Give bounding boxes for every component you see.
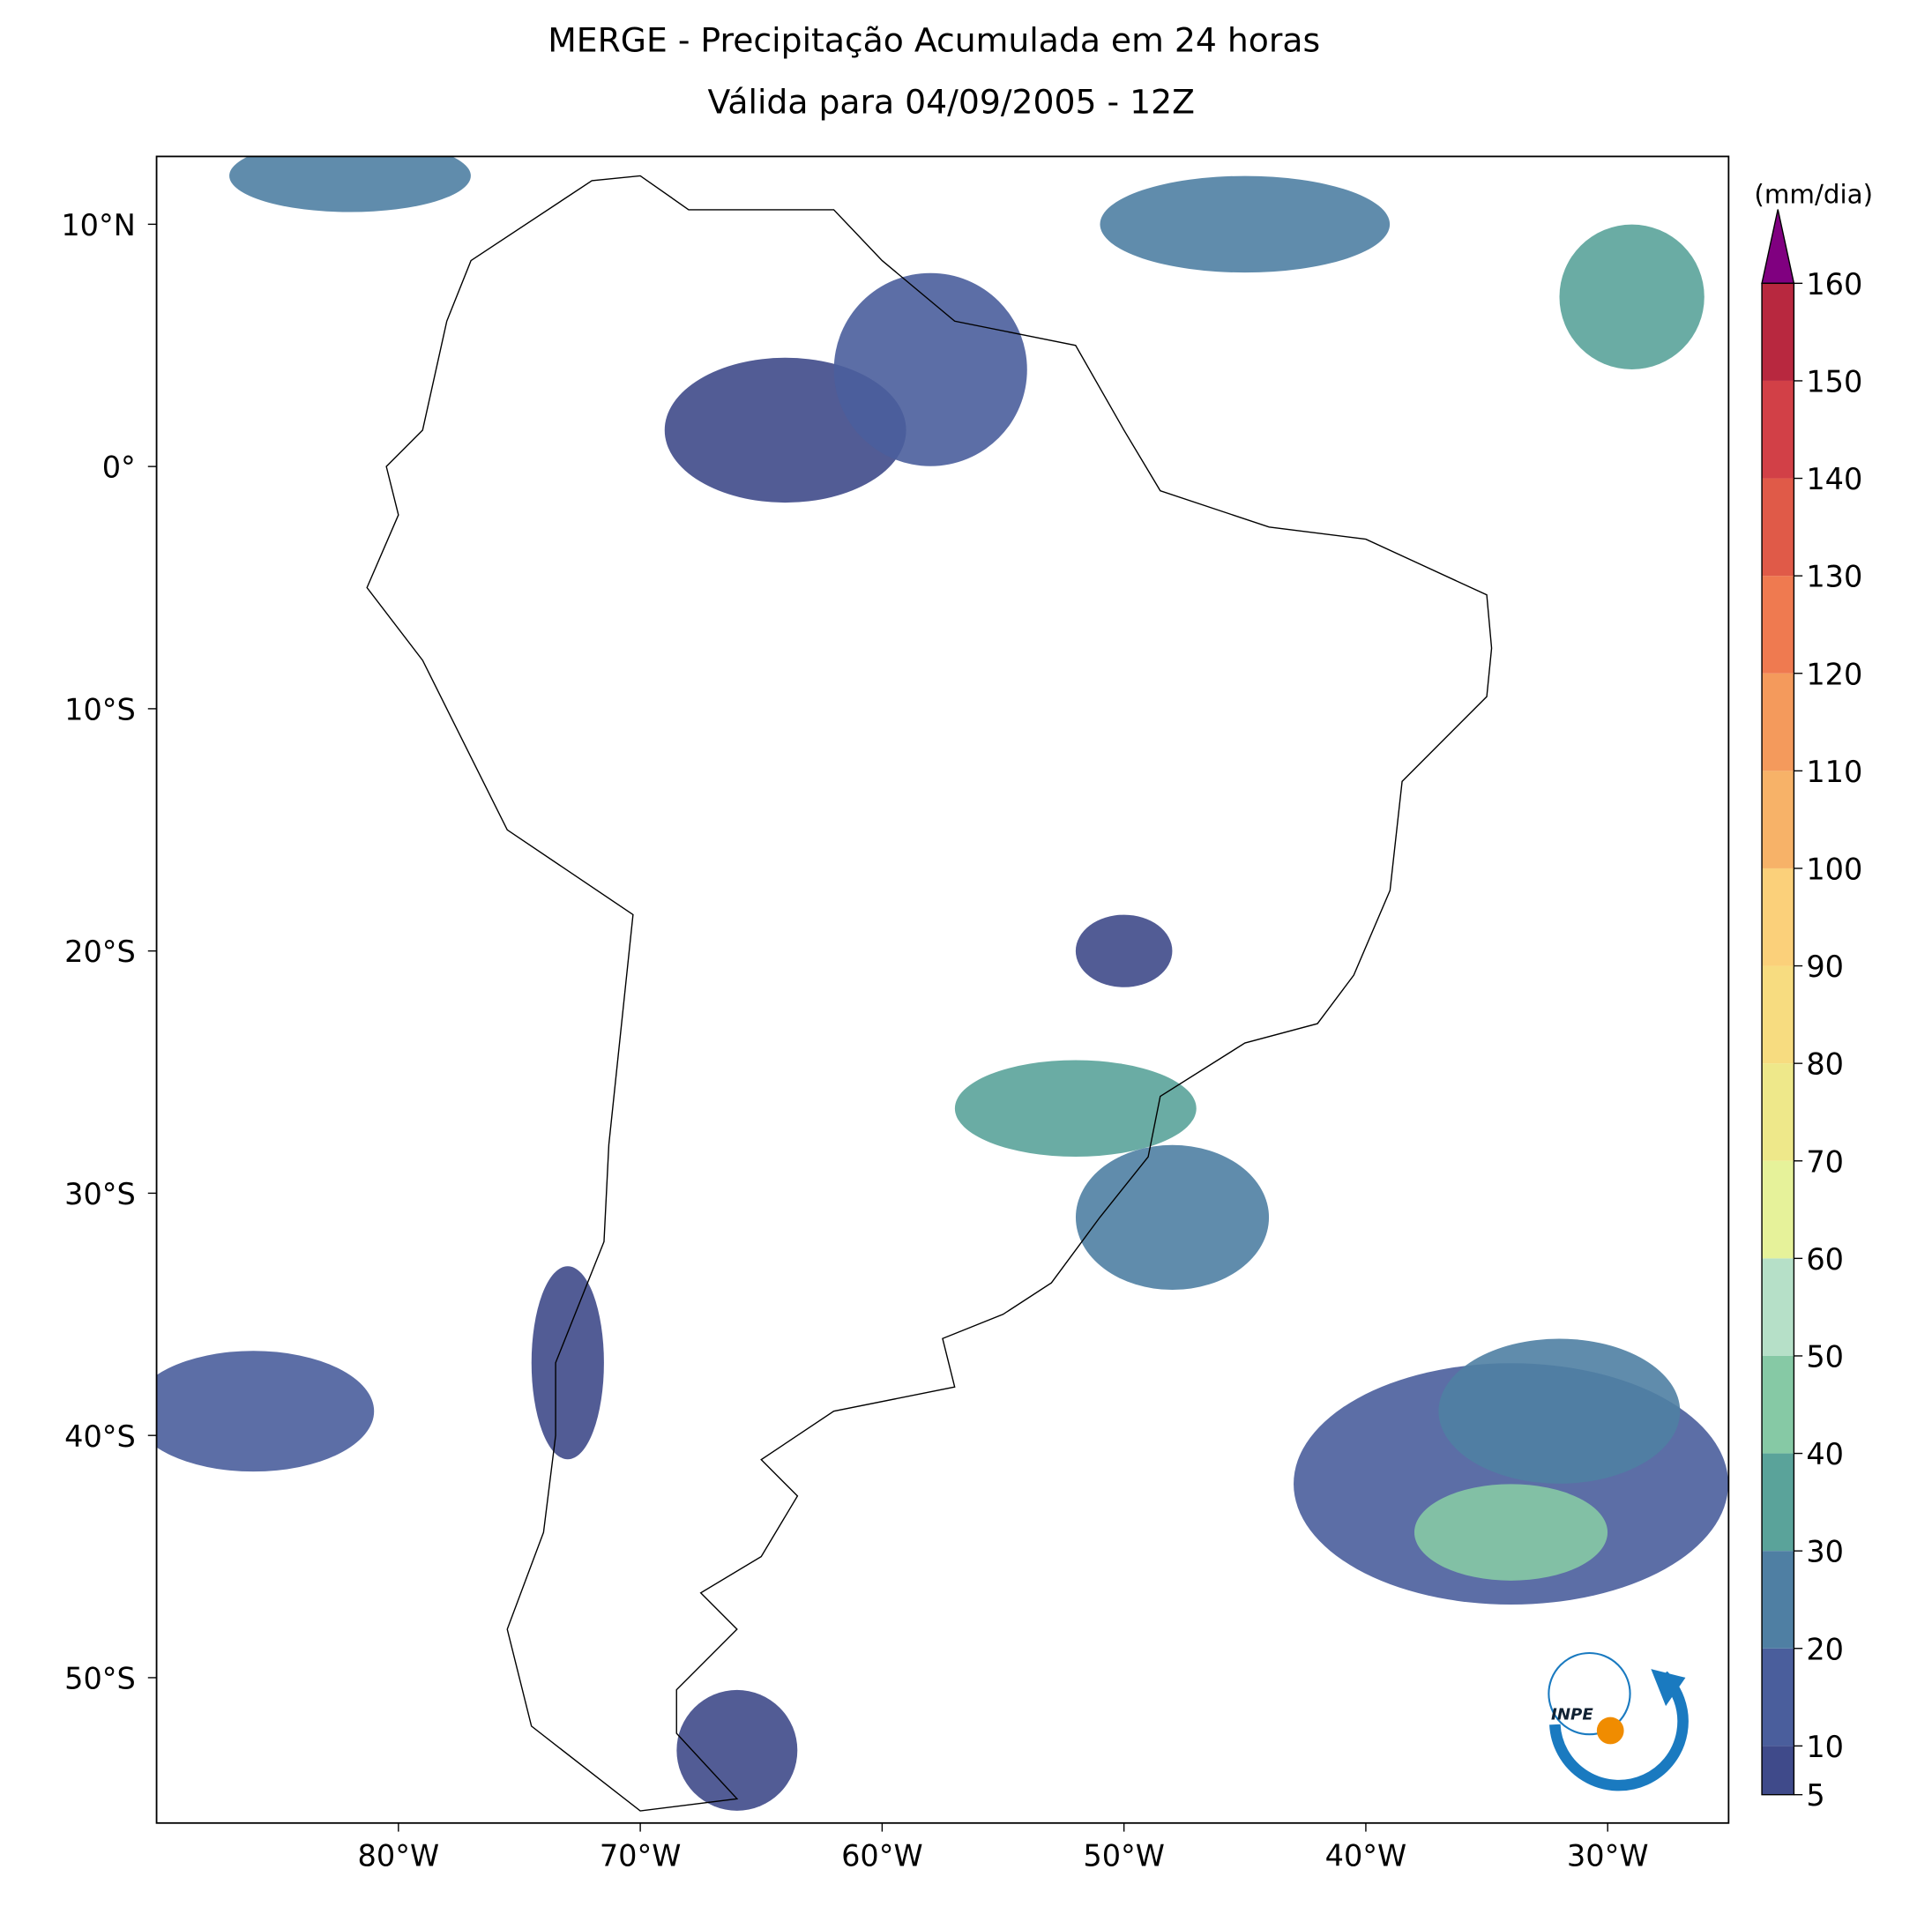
colorbar-band <box>1762 1648 1794 1746</box>
colorbar-band <box>1762 576 1794 674</box>
y-tick-label: 10°S <box>64 692 136 726</box>
colorbar-band <box>1762 771 1794 868</box>
colorbar-band <box>1762 1746 1794 1795</box>
precip-area <box>1414 1484 1608 1581</box>
precip-area <box>833 272 1027 466</box>
colorbar: 5 10 20 30 40 50 60 70 80 90 100 110 120 130 140 150 160 <box>1761 209 1862 1813</box>
coastline <box>366 175 1493 1812</box>
precip-area <box>1438 1338 1681 1484</box>
precip-area <box>229 156 471 212</box>
colorbar-band <box>1762 1551 1794 1649</box>
colorbar-tick-label: 5 <box>1806 1778 1824 1813</box>
colorbar-band <box>1762 478 1794 577</box>
precip-area <box>1075 1144 1270 1291</box>
colorbar-tick-label: 130 <box>1806 560 1862 594</box>
colorbar-tick-label: 140 <box>1806 462 1862 496</box>
colorbar-tick-label: 30 <box>1806 1535 1844 1569</box>
precip-area <box>954 1060 1197 1158</box>
logo-text: INPE <box>1551 1705 1593 1724</box>
precip-area <box>1075 914 1173 987</box>
colorbar-band <box>1762 965 1794 1064</box>
colorbar-tick-label: 40 <box>1806 1437 1844 1471</box>
colorbar-tick-label: 70 <box>1806 1144 1844 1179</box>
colorbar-tick-label: 80 <box>1806 1047 1844 1082</box>
y-tick-label: 0° <box>102 451 136 485</box>
map-area <box>156 156 1728 1812</box>
precip-area <box>531 1266 604 1460</box>
y-tick-label: 10°N <box>61 208 135 242</box>
colorbar-band <box>1762 1258 1794 1356</box>
title: MERGE - Precipitação Acumulada em 24 hor… <box>548 21 1320 60</box>
colorbar-tick-label: 60 <box>1806 1242 1844 1277</box>
x-tick-label: 40°W <box>1325 1839 1407 1873</box>
colorbar-band <box>1762 380 1794 479</box>
colorbar-band <box>1762 1355 1794 1454</box>
colorbar-tick-label: 10 <box>1806 1730 1844 1764</box>
colorbar-tick-label: 110 <box>1806 755 1862 789</box>
y-tick-label: 30°S <box>64 1177 136 1211</box>
colorbar-extend <box>1761 209 1795 285</box>
colorbar-band <box>1762 673 1794 771</box>
colorbar-band <box>1762 283 1794 381</box>
precip-area <box>1100 175 1391 273</box>
colorbar-tick-label: 20 <box>1806 1632 1844 1666</box>
precip-area <box>1559 224 1704 369</box>
colorbar-band <box>1762 1063 1794 1161</box>
colorbar-tick-label: 90 <box>1806 950 1844 984</box>
inpe-logo: INPE <box>1548 1651 1689 1791</box>
y-tick-label: 20°S <box>64 935 136 969</box>
colorbar-band <box>1762 1160 1794 1259</box>
x-tick-label: 50°W <box>1083 1839 1165 1873</box>
x-tick-label: 70°W <box>600 1839 682 1873</box>
colorbar-frame <box>1761 282 1795 1796</box>
colorbar-tick-label: 160 <box>1806 267 1862 302</box>
precip-area <box>156 1351 375 1472</box>
colorbar-unit: (mm/dia) <box>1754 180 1873 210</box>
y-tick-label: 50°S <box>64 1662 136 1696</box>
map-frame <box>155 155 1730 1824</box>
colorbar-band <box>1762 1453 1794 1552</box>
subtitle: Válida para 04/09/2005 - 12Z <box>707 83 1194 122</box>
colorbar-tick-label: 120 <box>1806 657 1862 691</box>
precip-area <box>676 1689 798 1811</box>
x-tick-label: 30°W <box>1567 1839 1649 1873</box>
x-tick-label: 80°W <box>358 1839 440 1873</box>
colorbar-tick-label: 50 <box>1806 1340 1844 1374</box>
colorbar-band <box>1762 868 1794 966</box>
colorbar-tick-label: 100 <box>1806 853 1862 887</box>
y-tick-label: 40°S <box>64 1419 136 1454</box>
x-tick-label: 60°W <box>841 1839 923 1873</box>
colorbar-tick-label: 150 <box>1806 365 1862 399</box>
